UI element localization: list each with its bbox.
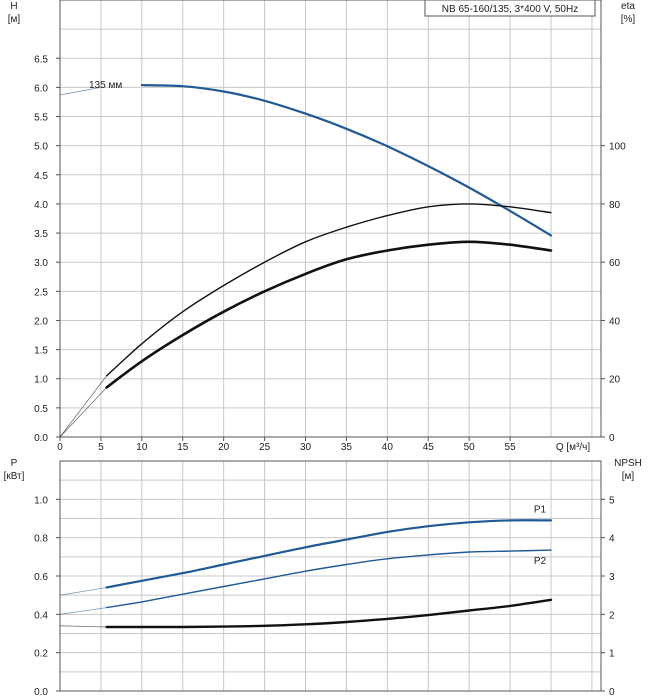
x-tick-label: 35: [341, 442, 353, 453]
series-eta_thin-line: [105, 203, 552, 377]
y-left-tick-label: 3.0: [34, 258, 48, 269]
npsh-tick-label: 2: [609, 610, 615, 621]
curve-label-135mm: 135 мм: [89, 80, 122, 91]
y-left-tick-label: 1.0: [34, 375, 48, 386]
p-tick-label: 0.8: [34, 534, 48, 545]
x-tick-label: 5: [98, 442, 104, 453]
y-left-tick-label: 4.0: [34, 200, 48, 211]
y-left-tick-label: 3.5: [34, 229, 48, 240]
y-right-unit-npsh: [м]: [622, 471, 635, 482]
x-tick-label: 15: [177, 442, 189, 453]
series-eta_thick-line: [105, 240, 553, 389]
series-head-extension: [59, 87, 101, 96]
series-label-P2: P2: [534, 556, 547, 567]
x-tick-label: 10: [136, 442, 148, 453]
axis-labels: H [м] eta [%] P [кВт] NPSH [м] NB 65-160/135, 3*…: [4, 0, 642, 567]
npsh-tick-label: 1: [609, 649, 615, 660]
p-tick-label: 1.0: [34, 495, 48, 506]
y-right-tick-label: 20: [609, 375, 621, 386]
y-left-tick-label: 2.5: [34, 287, 48, 298]
x-tick-label: 0: [57, 442, 63, 453]
p-tick-label: 0.4: [34, 610, 48, 621]
x-tick-label: 50: [464, 442, 476, 453]
axis-ticks: 0 5 10 15 20 25 30 35 40 45 50 55 Q [м³/ч]0.00.51.01…: [34, 54, 626, 698]
y-right-label-eta: eta: [621, 1, 635, 12]
y-right-label-npsh: NPSH: [614, 458, 642, 469]
y-right-tick-label: 60: [609, 258, 621, 269]
series-head-line: [140, 84, 553, 237]
y-left-tick-label: 0.5: [34, 404, 48, 415]
y-left-tick-label: 0.0: [34, 433, 48, 444]
x-axis-label: Q [м³/ч]: [556, 442, 591, 453]
y-left-unit-p: [кВт]: [4, 471, 25, 482]
title-box: [424, 0, 596, 17]
series-NPSH-extension: [59, 625, 107, 628]
p-tick-label: 0.6: [34, 572, 48, 583]
npsh-tick-label: 4: [609, 534, 615, 545]
y-left-label-p: P: [11, 458, 18, 469]
x-tick-label: 20: [218, 442, 230, 453]
series-eta_thick-extension: [59, 387, 107, 438]
y-right-unit-eta: [%]: [621, 14, 636, 25]
series-P2-line: [105, 549, 552, 609]
y-right-tick-label: 40: [609, 316, 621, 327]
top-panel-grid: [59, 0, 602, 438]
series-P1-line: [105, 519, 553, 589]
npsh-tick-label: 3: [609, 572, 615, 583]
p-tick-label: 0.2: [34, 649, 48, 660]
x-tick-label: 25: [259, 442, 271, 453]
x-tick-label: 45: [423, 442, 435, 453]
title-box-text: NB 65-160/135, 3*400 V, 50Hz: [442, 4, 578, 15]
x-tick-label: 40: [382, 442, 394, 453]
y-left-tick-label: 6.0: [34, 83, 48, 94]
top-panel-frame: [59, 0, 602, 438]
y-left-tick-label: 5.0: [34, 142, 48, 153]
x-tick-label: 30: [300, 442, 312, 453]
y-left-tick-label: 5.5: [34, 113, 48, 124]
y-right-tick-label: 100: [609, 142, 626, 153]
series-NPSH-line: [105, 598, 553, 629]
y-left-tick-label: 6.5: [34, 54, 48, 65]
y-left-unit-h: [м]: [8, 14, 21, 25]
y-left-tick-label: 4.5: [34, 171, 48, 182]
y-right-tick-label: 0: [609, 433, 615, 444]
series-layer: [59, 84, 553, 629]
y-right-tick-label: 80: [609, 200, 621, 211]
x-tick-label: 55: [505, 442, 517, 453]
series-eta_thin-extension: [59, 375, 107, 438]
y-left-tick-label: 2.0: [34, 316, 48, 327]
series-P2-extension: [59, 607, 107, 615]
series-label-P1: P1: [534, 504, 547, 515]
y-left-tick-label: 1.5: [34, 346, 48, 357]
npsh-tick-label: 0: [609, 687, 615, 698]
bottom-panel-grid: [59, 460, 602, 692]
npsh-tick-label: 5: [609, 495, 615, 506]
y-left-label-h: H: [10, 1, 17, 12]
p-tick-label: 0.0: [34, 687, 48, 698]
series-P1-extension: [59, 587, 107, 596]
